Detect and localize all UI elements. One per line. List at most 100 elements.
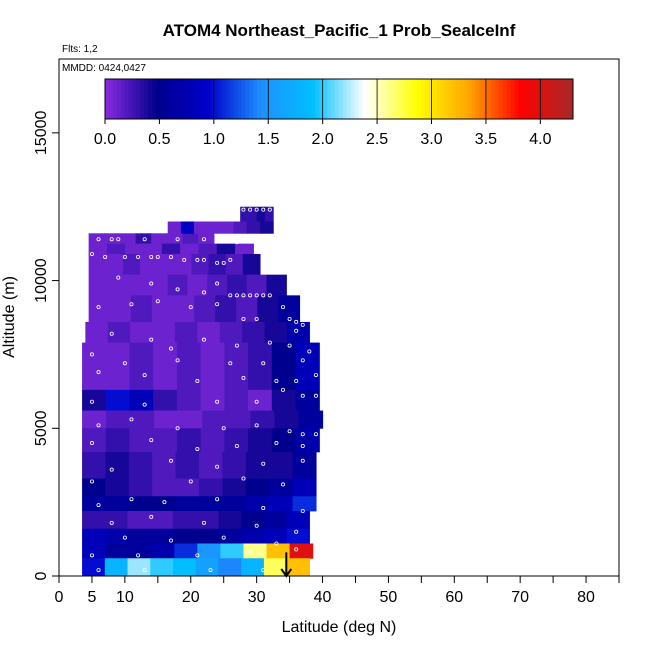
colorbar-tick-label: 2.0 bbox=[312, 131, 334, 148]
heatmap-layer bbox=[82, 206, 324, 577]
observation-point bbox=[195, 379, 200, 384]
colorbar-segment bbox=[237, 79, 242, 119]
observation-point bbox=[89, 352, 94, 357]
x-tick-label: 20 bbox=[182, 589, 200, 606]
heatmap-cell bbox=[125, 243, 145, 255]
heatmap-cell bbox=[286, 511, 310, 530]
observation-point bbox=[195, 446, 200, 451]
heatmap-cell bbox=[105, 389, 131, 411]
heatmap-cell bbox=[129, 389, 154, 411]
observation-point bbox=[155, 254, 160, 259]
heatmap-cell bbox=[154, 410, 179, 429]
heatmap-cell bbox=[295, 389, 320, 411]
colorbar-segment bbox=[385, 79, 391, 119]
observation-point bbox=[201, 257, 206, 262]
colorbar-segment bbox=[186, 79, 192, 119]
heatmap-cell bbox=[264, 206, 274, 222]
observation-point bbox=[313, 393, 318, 398]
colorbar-segment bbox=[284, 79, 289, 119]
x-axis-label: Latitude (deg N) bbox=[282, 619, 397, 636]
observation-point bbox=[241, 293, 246, 298]
heatmap-cell bbox=[175, 496, 200, 512]
observation-point bbox=[300, 509, 305, 514]
observation-point bbox=[221, 535, 226, 540]
observation-point bbox=[241, 476, 246, 481]
heatmap-cell bbox=[130, 410, 155, 429]
colorbar-segment bbox=[116, 79, 122, 119]
heatmap-cell bbox=[172, 558, 197, 577]
heatmap-cell bbox=[226, 410, 251, 429]
heatmap-cell bbox=[257, 295, 279, 323]
heatmap-cell bbox=[105, 478, 130, 497]
heatmap-cell bbox=[245, 496, 270, 512]
colorbar-tick-label: 1.0 bbox=[203, 131, 225, 148]
heatmap-cell bbox=[195, 511, 220, 530]
observation-point bbox=[129, 417, 134, 422]
colorbar-segment bbox=[120, 79, 125, 119]
observation-point bbox=[201, 237, 206, 242]
heatmap-cell bbox=[197, 321, 221, 344]
heatmap-cell bbox=[105, 451, 130, 479]
colorbar-segment bbox=[401, 79, 406, 119]
colorbar-segment bbox=[257, 79, 262, 119]
heatmap-cell bbox=[88, 274, 110, 296]
colorbar-segment bbox=[163, 79, 168, 119]
y-axis: 0 5000 10000 15000 bbox=[33, 111, 59, 580]
colorbar-segment bbox=[502, 79, 508, 119]
colorbar-segment bbox=[506, 79, 512, 119]
chart-title: ATOM4 Northeast_Pacific_1 Prob_SeaIceInf bbox=[163, 21, 516, 40]
colorbar-segment bbox=[214, 79, 219, 119]
heatmap-cell bbox=[106, 243, 126, 255]
heatmap-cell bbox=[218, 511, 242, 530]
heatmap-cell bbox=[264, 321, 288, 344]
heatmap-cell bbox=[245, 478, 270, 497]
y-tick-label: 10000 bbox=[33, 258, 50, 303]
colorbar-segment bbox=[210, 79, 215, 119]
colorbar-segment bbox=[218, 79, 223, 119]
observation-point bbox=[215, 464, 220, 469]
observation-point bbox=[267, 340, 272, 345]
colorbar-segment bbox=[393, 79, 398, 119]
x-tick-label: 50 bbox=[380, 589, 398, 606]
observation-point bbox=[254, 293, 259, 298]
heatmap-cell bbox=[176, 342, 202, 391]
colorbar-segment bbox=[549, 79, 554, 119]
heatmap-cell bbox=[278, 295, 301, 323]
colorbar-segment bbox=[397, 79, 402, 119]
heatmap-cell bbox=[105, 496, 130, 512]
observation-point bbox=[122, 361, 127, 366]
colorbar-segment bbox=[108, 79, 114, 119]
colorbar-segment bbox=[241, 79, 246, 119]
observation-point bbox=[96, 305, 101, 310]
colorbar-segment bbox=[448, 79, 453, 119]
colorbar-segment bbox=[292, 79, 297, 119]
observation-point bbox=[215, 260, 220, 265]
x-tick-label: 10 bbox=[116, 589, 134, 606]
heatmap-cell bbox=[150, 528, 174, 544]
colorbar-segment bbox=[319, 79, 324, 119]
observation-point bbox=[116, 237, 121, 242]
observation-point bbox=[280, 482, 285, 487]
colorbar-segment bbox=[327, 79, 332, 119]
observation-point bbox=[254, 316, 259, 321]
colorbar-segment bbox=[424, 79, 430, 119]
observation-point bbox=[280, 387, 285, 392]
heatmap-cell bbox=[224, 342, 249, 391]
colorbar-segment bbox=[303, 79, 309, 119]
heatmap-cell bbox=[129, 428, 154, 453]
heatmap-cell bbox=[104, 558, 129, 577]
heatmap-cell bbox=[295, 342, 320, 391]
heatmap-cell bbox=[289, 543, 314, 559]
observation-point bbox=[287, 316, 292, 321]
observation-point bbox=[89, 399, 94, 404]
heatmap-cell bbox=[182, 233, 199, 245]
heatmap-cell bbox=[130, 295, 153, 323]
heatmap-cell bbox=[266, 274, 287, 296]
observation-point bbox=[195, 257, 200, 262]
plot-frame bbox=[58, 58, 620, 577]
colorbar-segment bbox=[140, 79, 145, 119]
colorbar-segment bbox=[233, 79, 239, 119]
observation-point bbox=[274, 379, 279, 384]
colorbar-segment bbox=[311, 79, 317, 119]
heatmap-cell bbox=[174, 253, 193, 276]
